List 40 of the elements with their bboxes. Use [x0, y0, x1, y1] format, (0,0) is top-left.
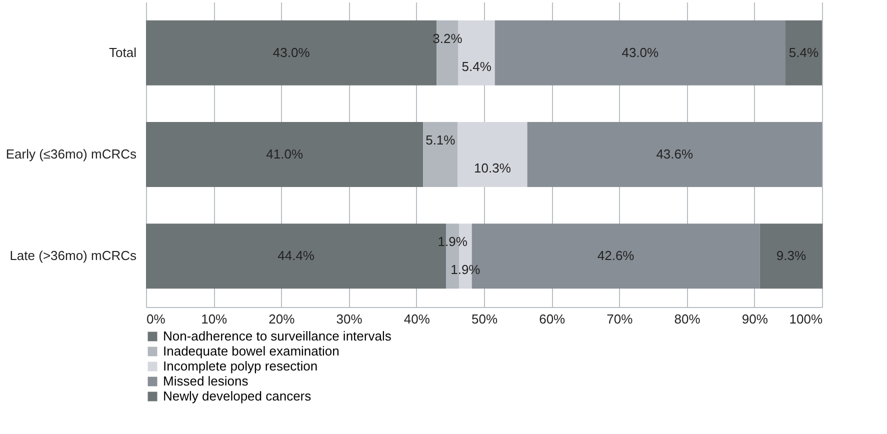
y-tick-label: Late (>36mo) mCRCs [10, 248, 137, 264]
data-label: 1.9% [450, 262, 481, 278]
x-tick-label: 0% [146, 312, 166, 326]
x-tick-label: 40% [404, 312, 430, 326]
legend-label: Newly developed cancers [163, 388, 312, 404]
data-label: 1.9% [438, 234, 468, 250]
data-label: 41.0% [266, 146, 304, 162]
x-tick-label: 90% [742, 312, 768, 326]
data-label: 43.0% [622, 44, 660, 60]
bar [423, 122, 458, 187]
y-tick-label: Early (≤36mo) mCRCs [6, 146, 137, 162]
data-label: 9.3% [776, 248, 806, 264]
x-tick-label: 20% [268, 312, 296, 326]
bar [760, 224, 823, 289]
bar [146, 122, 424, 187]
legend-label: Incomplete polyp resection [163, 358, 318, 374]
data-label: 5.4% [462, 58, 492, 74]
x-tick-label: 100% [789, 312, 823, 326]
x-tick-label: 30% [336, 312, 363, 326]
legend-label: Inadequate bowel examination [163, 344, 340, 358]
data-label: 5.1% [426, 132, 456, 148]
bar [527, 122, 822, 187]
bar [458, 122, 528, 187]
data-label: 42.6% [597, 248, 635, 264]
data-label: 43.6% [656, 146, 694, 162]
data-label: 10.3% [474, 160, 512, 176]
legend-label: Missed lesions [163, 374, 249, 388]
x-tick-label: 10% [201, 312, 228, 326]
data-label: 3.2% [432, 30, 463, 46]
x-tick-label: 80% [674, 312, 701, 326]
y-tick-label: Total [109, 44, 137, 60]
bar [494, 20, 786, 86]
x-tick-label: 70% [606, 312, 634, 326]
x-tick-label: 50% [471, 312, 498, 326]
data-label: 43.0% [272, 44, 310, 60]
data-label: 5.4% [788, 44, 819, 60]
x-tick-label: 60% [539, 312, 566, 326]
bar [785, 20, 822, 86]
legend-label: Non-adherence to surveillance intervals [163, 328, 392, 344]
data-label: 44.4% [278, 248, 315, 264]
